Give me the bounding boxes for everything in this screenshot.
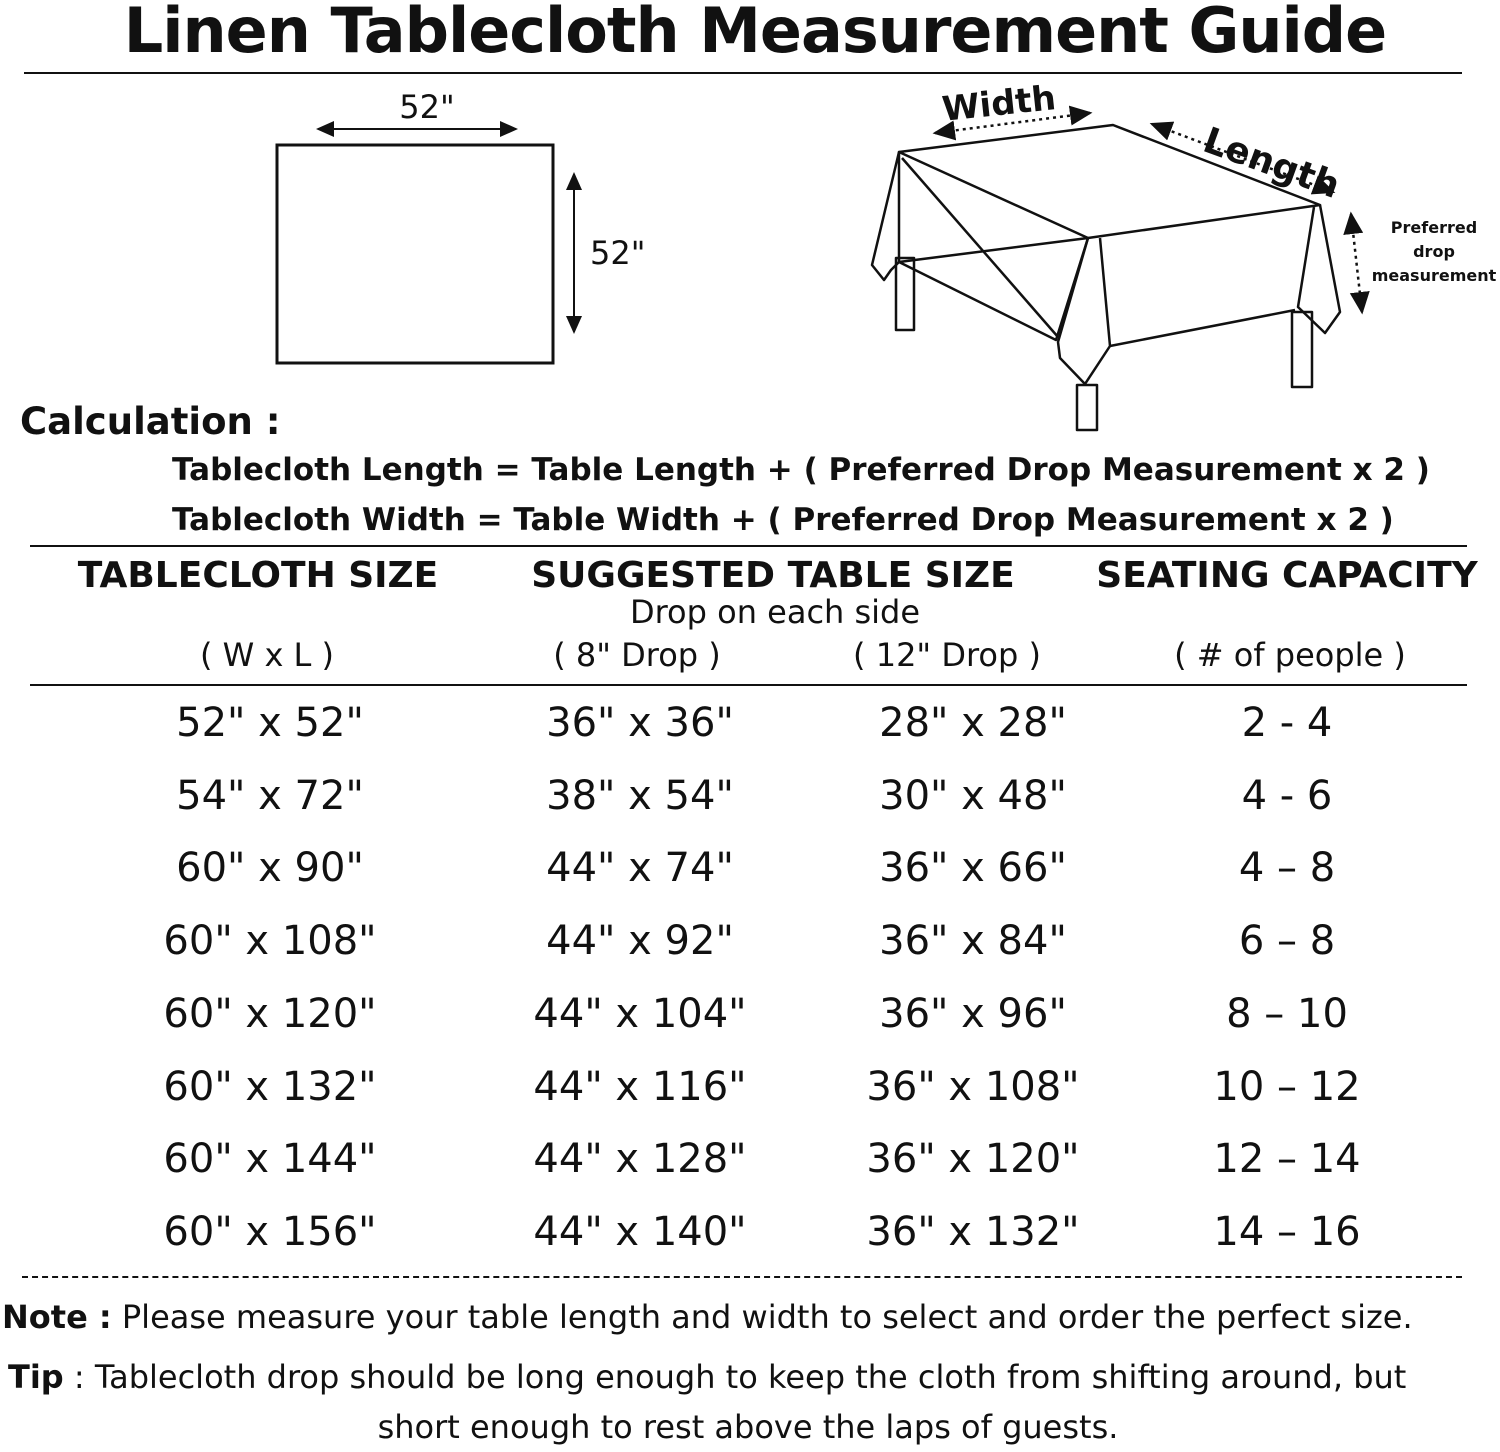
formula-width: Tablecloth Width = Table Width + ( Prefe… — [172, 502, 1394, 538]
cell-tablecloth-size: 60" x 156" — [163, 1208, 377, 1255]
calculation-label: Calculation : — [20, 400, 281, 443]
divider — [30, 684, 1467, 686]
cell-table-size-12-drop: 36" x 96" — [879, 990, 1067, 1037]
cell-tablecloth-size: 60" x 120" — [163, 990, 377, 1037]
square-diagram — [275, 121, 582, 365]
cell-seating-capacity: 4 – 8 — [1238, 845, 1336, 892]
cell-table-size-12-drop: 36" x 132" — [866, 1208, 1080, 1255]
header-suggested-table-size: SUGGESTED TABLE SIZE — [531, 555, 1015, 596]
cell-table-size-12-drop: 30" x 48" — [879, 772, 1067, 819]
header-tablecloth-size: TABLECLOTH SIZE — [77, 555, 439, 596]
table-drawing — [870, 105, 1370, 432]
cell-table-size-8-drop: 44" x 140" — [533, 1208, 747, 1255]
square-width-label: 52" — [399, 88, 455, 126]
cell-table-size-8-drop: 44" x 104" — [533, 990, 747, 1037]
cell-seating-capacity: 14 – 16 — [1213, 1208, 1361, 1255]
subheader-wxl: ( W x L ) — [199, 636, 335, 674]
diagram-illustrations — [275, 105, 1370, 432]
cell-table-size-12-drop: 36" x 108" — [866, 1063, 1080, 1110]
cell-seating-capacity: 10 – 12 — [1213, 1063, 1361, 1110]
formula-length: Tablecloth Length = Table Length + ( Pre… — [172, 452, 1430, 488]
cell-seating-capacity: 8 – 10 — [1226, 990, 1348, 1037]
cell-table-size-8-drop: 44" x 92" — [546, 918, 734, 965]
cell-tablecloth-size: 60" x 144" — [163, 1136, 377, 1183]
subheader-12-drop: ( 12" Drop ) — [853, 636, 1041, 674]
cell-table-size-8-drop: 38" x 54" — [546, 772, 734, 819]
cell-table-size-8-drop: 44" x 128" — [533, 1136, 747, 1183]
subheader-people: ( # of people ) — [1174, 636, 1406, 674]
cell-seating-capacity: 6 – 8 — [1238, 918, 1336, 965]
divider — [30, 545, 1467, 547]
subheader-8-drop: ( 8" Drop ) — [553, 636, 721, 674]
cell-tablecloth-size: 60" x 90" — [176, 845, 364, 892]
cell-table-size-12-drop: 36" x 66" — [879, 845, 1067, 892]
cell-table-size-12-drop: 28" x 28" — [879, 700, 1067, 746]
cell-seating-capacity: 12 – 14 — [1213, 1136, 1361, 1183]
width-arrow — [932, 105, 1093, 141]
cell-table-size-8-drop: 36" x 36" — [546, 700, 734, 746]
drop-caption: Drop on each side — [629, 593, 921, 631]
cell-table-size-8-drop: 44" x 116" — [533, 1063, 747, 1110]
cell-tablecloth-size: 52" x 52" — [176, 700, 364, 746]
cell-seating-capacity: 4 - 6 — [1241, 772, 1333, 819]
divider — [24, 72, 1462, 74]
cell-tablecloth-size: 60" x 132" — [163, 1063, 377, 1110]
drop-label: Preferred drop measurement — [1371, 218, 1497, 285]
drop-arrow — [1343, 211, 1370, 315]
cell-table-size-12-drop: 36" x 120" — [866, 1136, 1080, 1183]
dashed-divider — [22, 1276, 1462, 1278]
cell-tablecloth-size: 54" x 72" — [176, 772, 364, 819]
tip-continued: short enough to rest above the laps of g… — [377, 1408, 1119, 1446]
length-arrow — [1149, 121, 1336, 195]
square-height-label: 52" — [590, 234, 646, 272]
note: Note : Please measure your table length … — [2, 1298, 1413, 1336]
tip: Tip : Tablecloth drop should be long eno… — [8, 1358, 1407, 1396]
header-seating-capacity: SEATING CAPACITY — [1096, 555, 1478, 596]
cell-table-size-8-drop: 44" x 74" — [546, 845, 734, 892]
cell-tablecloth-size: 60" x 108" — [163, 918, 377, 965]
cell-seating-capacity: 2 - 4 — [1241, 700, 1333, 746]
page-title: Linen Tablecloth Measurement Guide — [123, 0, 1387, 67]
square-outline — [275, 143, 555, 365]
cell-table-size-12-drop: 36" x 84" — [879, 918, 1067, 965]
